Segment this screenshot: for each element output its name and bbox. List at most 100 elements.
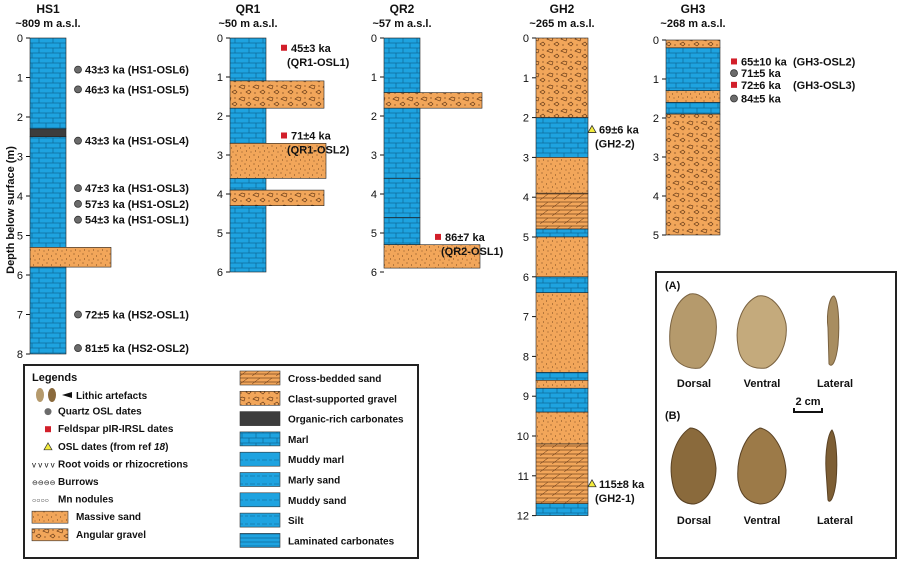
depth-tick-label: 10 — [517, 431, 529, 443]
layer-crossbed — [535, 443, 589, 504]
view-label-a-dorsal: Dorsal — [677, 378, 711, 390]
depth-tick-label: 9 — [523, 391, 529, 403]
layer-gravel — [665, 39, 721, 49]
legend-label: Clast-supported gravel — [288, 394, 397, 405]
layer-marl — [535, 228, 589, 238]
date-label: 81±5 ka (HS2-OSL2) — [85, 343, 189, 355]
depth-tick-label: 6 — [371, 267, 377, 279]
layer-sand — [29, 247, 112, 268]
quartz-legend-icon — [44, 408, 52, 416]
date-label: 84±5 ka — [741, 94, 782, 106]
column-title: QR2 — [390, 2, 415, 16]
date-label: 71±4 ka — [291, 131, 332, 143]
column-elevation: ~57 m a.s.l. — [372, 18, 431, 30]
legend-label: Marly sand — [288, 476, 340, 487]
legend-title: Legends — [32, 372, 77, 384]
feldspar-date-marker — [731, 81, 737, 88]
legend-right-column: Cross-bedded sand Clast-supported gravel O… — [239, 370, 404, 548]
artefact-a-lateral — [827, 295, 840, 366]
quartz-date-marker — [74, 310, 82, 319]
layer-marl — [29, 266, 67, 355]
depth-tick-label: 1 — [17, 73, 23, 85]
date-sample-code: (GH2-1) — [595, 493, 635, 505]
date-sample-code: (GH2-2) — [595, 139, 635, 151]
gravel-legend-swatch — [239, 390, 281, 406]
burrows-legend-icon: ⊖⊖⊖⊖ — [32, 480, 56, 487]
layer-sand — [535, 379, 589, 389]
depth-tick-label: 11 — [518, 471, 529, 483]
legend-label: Angular gravel — [76, 530, 146, 541]
depth-tick-label: 2 — [523, 113, 529, 125]
depth-tick-label: 6 — [217, 267, 223, 279]
layer-sand — [229, 143, 327, 179]
layer-sand — [665, 90, 721, 103]
legend-label: Lithic artefacts — [76, 391, 148, 402]
column-title: HS1 — [36, 2, 60, 16]
layer-sand — [535, 236, 589, 278]
legend-box: Legends Lithic artefacts Quartz OSL dates… — [23, 364, 419, 559]
layer-gravel — [229, 80, 325, 109]
quartz-date-marker — [74, 85, 82, 94]
layer-marl — [229, 205, 267, 273]
ref-legend-icon — [43, 442, 53, 451]
artefact-a-ventral — [736, 295, 787, 369]
organic-legend-swatch — [239, 411, 281, 426]
view-label-a-ventral: Ventral — [744, 378, 781, 390]
date-label: 46±3 ka (HS1-OSL5) — [85, 84, 189, 96]
marlysand-legend-swatch — [239, 472, 281, 487]
column-title: GH2 — [550, 2, 575, 16]
depth-tick-label: 3 — [523, 152, 529, 164]
column-elevation: ~809 m a.s.l. — [15, 18, 80, 30]
layer-marl — [535, 503, 589, 516]
scale-bar — [793, 408, 823, 413]
legend-label: Marl — [288, 435, 309, 446]
legend-label: Massive sand — [76, 512, 141, 523]
date-label: 71±5 ka — [741, 68, 782, 80]
column-qr2: QR2 ~57 m a.s.l. 0 1 2 3 4 5 6 86±7 ka (QR2-OSL1) — [371, 2, 504, 279]
layer-gravel — [383, 92, 483, 109]
legend-label: Muddy marl — [288, 455, 344, 466]
depth-tick-label: 3 — [217, 150, 223, 162]
scale-label: 2 cm — [795, 396, 820, 408]
depth-tick-label: 2 — [653, 113, 659, 125]
legend-label: Muddy sand — [288, 496, 346, 507]
y-axis-label: Depth below surface (m) — [5, 146, 17, 274]
panel-label-a: (A) — [665, 280, 681, 292]
quartz-date-marker — [74, 184, 82, 193]
layer-marl — [535, 276, 589, 294]
layer-marl — [29, 37, 67, 130]
legend-left-column: Lithic artefacts Quartz OSL dates Feldspar… — [31, 388, 188, 542]
panel-label-b: (B) — [665, 410, 681, 422]
layer-marl — [665, 47, 721, 92]
angular-legend-swatch — [31, 528, 69, 542]
legend-ref-number: 18 — [151, 442, 165, 453]
quartz-date-marker — [74, 136, 82, 145]
layer-marl — [535, 372, 589, 381]
date-label: 45±3 ka — [291, 43, 332, 55]
layer-organic — [29, 128, 67, 138]
depth-tick-label: 0 — [217, 33, 223, 45]
layer-sand — [383, 244, 481, 269]
artefact-a-dorsal — [669, 293, 717, 369]
depth-tick-label: 5 — [653, 230, 659, 242]
depth-tick-label: 1 — [653, 74, 659, 86]
depth-tick-label: 5 — [17, 231, 23, 243]
date-label: 69±6 ka — [599, 125, 640, 137]
feldspar-date-marker — [435, 233, 441, 240]
layer-sand — [535, 411, 589, 445]
artefact-icon — [48, 388, 56, 402]
date-sample-code: (QR2-OSL1) — [441, 246, 504, 258]
date-sample-code: (GH3-OSL3) — [793, 80, 856, 92]
layer-marl — [229, 178, 267, 191]
layer-gravel — [665, 113, 721, 236]
column-title: QR1 — [236, 2, 261, 16]
legend-label: Organic-rich carbonates — [288, 415, 404, 426]
silt-legend-swatch — [239, 512, 281, 528]
depth-tick-label: 4 — [523, 192, 529, 204]
depth-tick-label: 6 — [17, 270, 23, 282]
depth-tick-label: 4 — [17, 191, 23, 203]
date-label: 115±8 ka — [599, 479, 645, 491]
feldspar-date-marker — [281, 44, 287, 51]
depth-tick-label: 1 — [217, 72, 223, 84]
